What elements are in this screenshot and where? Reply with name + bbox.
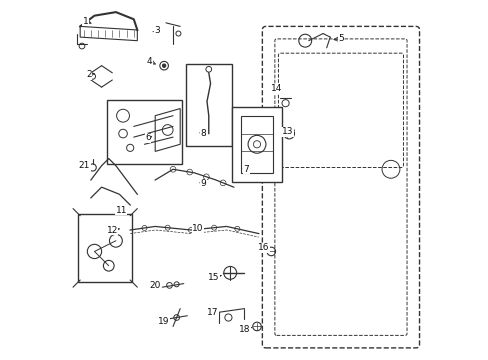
FancyBboxPatch shape	[185, 64, 231, 146]
Text: 10: 10	[192, 224, 203, 233]
Text: 5: 5	[337, 35, 343, 44]
Text: 17: 17	[206, 309, 218, 318]
Circle shape	[162, 64, 165, 67]
Text: 20: 20	[149, 281, 161, 290]
Text: 14: 14	[270, 84, 282, 93]
FancyBboxPatch shape	[107, 100, 182, 164]
Text: 4: 4	[147, 57, 152, 66]
Text: 8: 8	[200, 129, 206, 138]
Text: 7: 7	[243, 165, 249, 174]
Text: 9: 9	[200, 179, 206, 188]
Text: 16: 16	[258, 243, 269, 252]
FancyBboxPatch shape	[231, 107, 282, 182]
Text: 2: 2	[86, 70, 92, 79]
Text: 12: 12	[106, 225, 118, 234]
Text: 18: 18	[238, 325, 250, 334]
FancyBboxPatch shape	[262, 26, 419, 348]
Text: 21: 21	[79, 161, 90, 170]
Text: 3: 3	[154, 26, 160, 35]
Text: 1: 1	[82, 17, 88, 26]
Text: 11: 11	[115, 206, 127, 215]
Text: 15: 15	[208, 273, 220, 282]
Text: 6: 6	[145, 133, 151, 142]
Text: 19: 19	[158, 317, 169, 326]
FancyBboxPatch shape	[78, 214, 132, 282]
Text: 13: 13	[281, 127, 292, 136]
